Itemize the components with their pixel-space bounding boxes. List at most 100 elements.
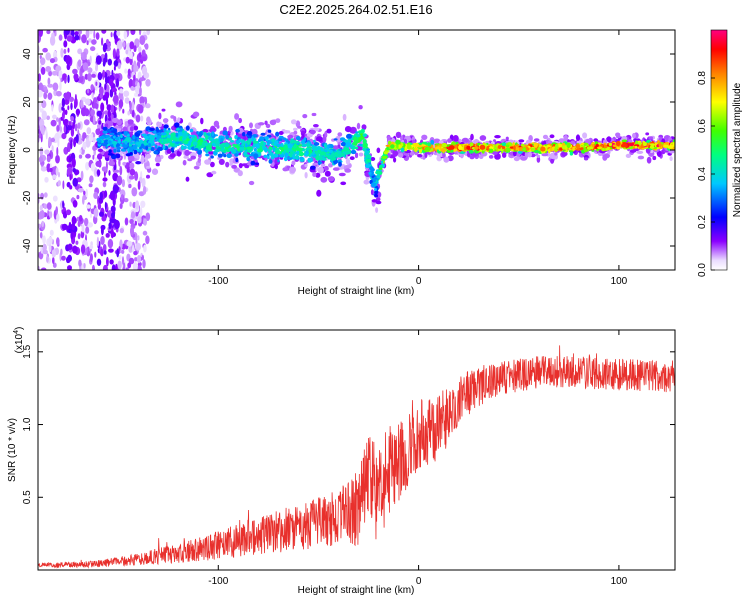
spectrogram-blob <box>125 56 130 64</box>
spectrogram-blob <box>87 67 93 74</box>
spectrogram-blob <box>113 65 116 71</box>
spectrogram-blob <box>366 158 372 163</box>
spectrogram-blob <box>108 170 111 176</box>
spectrogram-blob <box>70 116 74 122</box>
spectrogram-blob <box>163 118 169 124</box>
spectrogram-blob <box>99 94 103 99</box>
spectrogram-blob <box>279 154 284 158</box>
spectrogram-blob <box>56 237 60 246</box>
spectrogram-blob <box>474 146 479 150</box>
spectrogram-blob <box>97 139 102 143</box>
spectrogram-blob <box>202 128 209 133</box>
spectrogram-blob <box>80 244 86 254</box>
spectrogram-blob <box>91 39 97 45</box>
spectrogram-blob <box>90 133 94 139</box>
spectrogram-blob <box>575 134 581 141</box>
spectrogram-blob <box>625 153 632 158</box>
spectrogram-blob <box>591 143 595 148</box>
spectrogram-blob <box>43 92 48 100</box>
spectrogram-blob <box>467 151 471 158</box>
spectrogram-blob <box>549 147 553 152</box>
spectrogram-blob <box>77 122 81 129</box>
spectrogram-blob <box>129 162 135 170</box>
spectrogram-blob <box>109 259 114 265</box>
spectrogram-blob <box>158 112 162 120</box>
spectrogram-blob <box>116 149 121 153</box>
spectrogram-blob <box>533 142 538 148</box>
spectrogram-blob <box>311 112 317 117</box>
spectrogram-blob <box>112 128 117 134</box>
spectrogram-blob <box>501 142 507 147</box>
spectrogram-blob <box>106 104 112 111</box>
spectrogram-blob <box>116 175 123 186</box>
spectrogram-blob <box>213 120 220 128</box>
y-tick-label: 1.0 <box>22 417 33 431</box>
spectrogram-blob <box>350 149 357 155</box>
spectrogram-blob <box>100 225 104 236</box>
spectrogram-blob <box>84 108 90 117</box>
spectrogram-blob <box>294 143 297 147</box>
spectrogram-blob <box>310 165 316 170</box>
spectrogram-blob <box>77 48 83 55</box>
y-tick-label: 40 <box>22 48 33 60</box>
spectrogram-blob <box>85 30 90 39</box>
spectrogram-blob <box>430 147 434 152</box>
spectrogram-blob <box>345 141 351 148</box>
spectrogram-blob <box>113 60 119 67</box>
spectrogram-blob <box>295 147 301 151</box>
spectrogram-blob <box>628 142 635 147</box>
spectrogram-blob <box>38 30 43 37</box>
spectrogram-blob <box>113 30 117 41</box>
spectrogram-blob <box>74 93 77 103</box>
spectrogram-blob <box>140 200 146 208</box>
spectrogram-blob <box>269 152 274 157</box>
spectrogram-blob <box>251 136 255 142</box>
spectrogram-blob <box>169 153 176 158</box>
spectrogram-blob <box>92 265 95 270</box>
spectrogram-blob <box>47 92 53 100</box>
spectrogram-blob <box>304 163 308 168</box>
spectrogram-blob <box>395 139 401 145</box>
spectrogram-blob <box>231 164 238 169</box>
spectrogram-blob <box>140 115 144 122</box>
spectrogram-blob <box>41 100 47 109</box>
spectrogram-blob <box>121 249 125 254</box>
spectrogram-blob <box>390 144 395 149</box>
spectrogram-blob <box>70 231 74 240</box>
spectrogram-blob <box>130 30 136 35</box>
spectrogram-blob <box>148 143 152 148</box>
spectrogram-blob <box>318 161 323 164</box>
spectrogram-blob <box>307 157 313 163</box>
spectrogram-blob <box>42 47 48 53</box>
spectrogram-blob <box>96 236 99 247</box>
spectrogram-blob <box>113 169 120 173</box>
spectrogram-blob <box>568 149 574 153</box>
spectrogram-blob <box>135 211 139 217</box>
spectrogram-blob <box>90 208 94 213</box>
spectrogram-blob <box>234 113 240 120</box>
spectrogram-blob <box>272 146 276 152</box>
spectrogram-blob <box>120 143 123 147</box>
spectrogram-blob <box>128 183 132 189</box>
spectrogram-blob <box>73 73 79 81</box>
spectrogram-blob <box>182 132 188 138</box>
spectrogram-blob <box>67 142 71 152</box>
snr-y-ticks: 0.5 1.0 1.5 <box>22 344 675 504</box>
spectrogram-blob <box>103 57 108 63</box>
spectrogram-blob <box>602 144 608 149</box>
spectrogram-blob <box>283 156 288 162</box>
spectrogram-blob <box>329 149 333 153</box>
spectrogram-blob <box>513 156 520 162</box>
spectrogram-blob <box>132 262 138 270</box>
spectrogram-blob <box>39 209 45 219</box>
spectrogram-blob <box>49 210 53 219</box>
spectrogram-blob <box>72 68 78 75</box>
spectrogram-blob <box>424 146 431 152</box>
spectrogram-blob <box>217 153 223 158</box>
spectrogram-blob <box>295 120 301 128</box>
spectrogram-blob <box>116 30 121 37</box>
spectrogram-blob <box>248 180 255 186</box>
spectrogram-blob <box>433 138 441 144</box>
spectrogram-blob <box>333 138 338 141</box>
spectrogram-blob <box>101 37 104 46</box>
